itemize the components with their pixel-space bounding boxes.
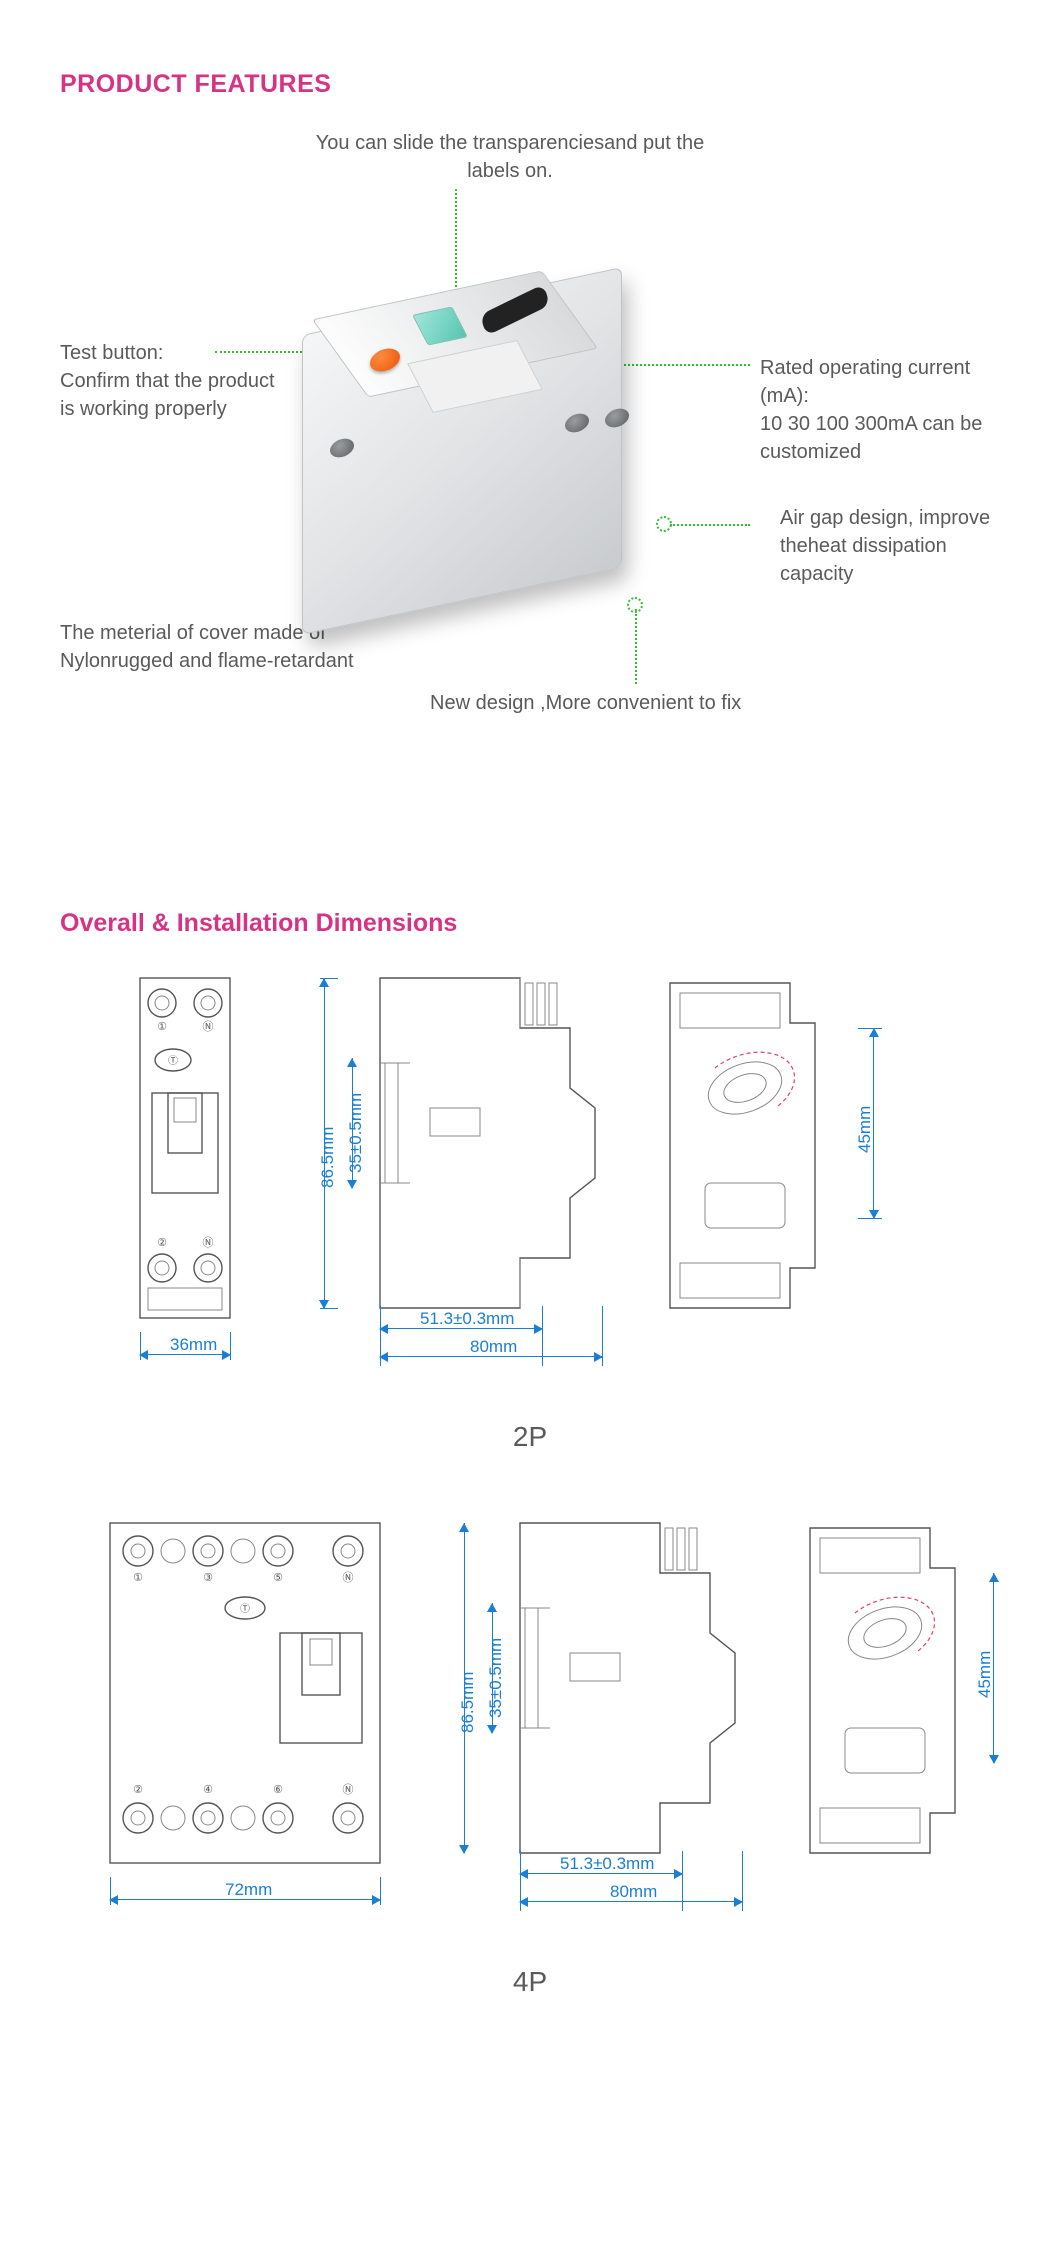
side-view-4p: 86.5mm 35±0.5mm [450,1513,760,1883]
callout-labels: You can slide the transparenciesand put … [310,129,710,185]
device-illustration [270,269,660,639]
front-view-2p: ① Ⓝ Ⓣ ② Ⓝ [80,968,280,1338]
dim-side-height-4p: 86.5mm [458,1672,478,1733]
dim-side-depth: 51.3±0.3mm [420,1309,514,1329]
svg-text:②: ② [133,1784,143,1796]
callout-fix: New design ,More convenient to fix [430,689,880,717]
svg-text:④: ④ [203,1784,213,1796]
svg-text:Ⓣ: Ⓣ [168,1055,178,1067]
callout-current: Rated operating current (mA): 10 30 100 … [760,354,1000,466]
dim-back-rail-2p: 45mm [855,1106,875,1153]
svg-text:Ⓣ: Ⓣ [240,1603,250,1615]
svg-text:⑥: ⑥ [273,1784,283,1796]
front-view-4p: ① ③ ⑤ Ⓝ Ⓣ ② ④ ⑥ Ⓝ [80,1513,420,1883]
svg-text:Ⓝ: Ⓝ [203,1236,214,1249]
svg-text:①: ① [157,1021,167,1033]
dim-side-rail-4p: 35±0.5mm [486,1638,506,1718]
variant-4p-label: 4P [60,1966,1000,1998]
svg-text:Ⓝ: Ⓝ [203,1020,214,1033]
dim-2p-width: 36mm [170,1335,217,1355]
back-view-2p: 45mm [650,968,880,1338]
variant-2p-label: 2P [60,1421,1000,1453]
dims-2p: ① Ⓝ Ⓣ ② Ⓝ [60,968,1000,1376]
dim-4p-width: 72mm [225,1880,272,1900]
svg-text:⑤: ⑤ [273,1572,283,1584]
svg-text:①: ① [133,1572,143,1584]
dim-side-total: 80mm [470,1337,517,1357]
callout-airgap: Air gap design, improve theheat dissipat… [780,504,1000,588]
svg-text:②: ② [157,1237,167,1249]
svg-text:Ⓝ: Ⓝ [343,1571,354,1584]
dims-4p: ① ③ ⑤ Ⓝ Ⓣ ② ④ ⑥ Ⓝ [60,1513,1000,1921]
back-view-4p: 45mm [790,1513,1000,1883]
features-diagram: You can slide the transparenciesand put … [60,129,1000,849]
dim-side-height: 86.5mm [318,1127,338,1188]
features-heading: PRODUCT FEATURES [60,70,1000,99]
dim-back-rail-4p: 45mm [975,1651,995,1698]
dim-side-depth-4p: 51.3±0.3mm [560,1854,654,1874]
svg-text:Ⓝ: Ⓝ [343,1783,354,1796]
side-view-2p: 86.5mm 35±0.5mm [310,968,620,1338]
dim-side-total-4p: 80mm [610,1882,657,1902]
dimensions-heading: Overall & Installation Dimensions [60,909,1000,938]
dim-side-rail: 35±0.5mm [346,1093,366,1173]
svg-text:③: ③ [203,1572,213,1584]
